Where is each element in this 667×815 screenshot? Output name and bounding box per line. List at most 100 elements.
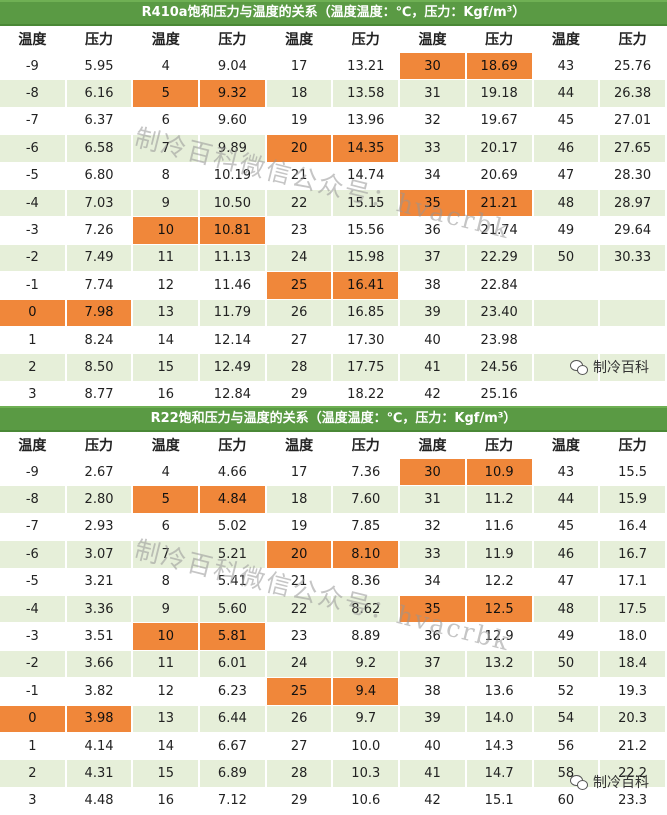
pressure-cell: 7.26 — [66, 217, 134, 245]
pressure-cell: 4.66 — [200, 459, 267, 487]
temperature-cell: -1 — [0, 678, 67, 706]
temperature-cell: 12 — [133, 272, 201, 300]
pressure-cell — [600, 272, 667, 300]
temperature-cell: 42 — [400, 787, 467, 815]
table-row: -7 6.37 6 9.60 19 13.96 32 19.67 45 27.01 — [0, 107, 667, 136]
table-row: -6 3.07 7 5.21 20 8.10 33 11.9 46 16.7 — [0, 541, 667, 569]
temperature-cell: 6 — [133, 513, 201, 542]
brand-label: 制冷百科 — [593, 360, 649, 376]
temperature-cell: 28 — [266, 354, 334, 382]
temperature-cell: -7 — [0, 107, 67, 136]
pressure-cell: 13.96 — [333, 107, 401, 136]
pressure-cell: 20.3 — [600, 705, 667, 733]
temperature-cell: 10 — [133, 217, 201, 245]
pressure-cell: 7.03 — [66, 189, 134, 218]
temperature-cell: 13 — [133, 705, 201, 733]
pressure-cell: 7.98 — [66, 299, 134, 327]
pressure-cell: 24.56 — [466, 354, 534, 382]
pressure-cell: 2.80 — [66, 486, 134, 514]
table-row: -9 2.67 4 4.66 17 7.36 30 10.9 43 15.5 — [0, 459, 667, 487]
pressure-cell: 16.41 — [333, 272, 401, 300]
temperature-cell: 24 — [266, 244, 334, 273]
table-row: 0 7.98 13 11.79 26 16.85 39 23.40 — [0, 299, 667, 327]
temperature-cell: 27 — [266, 732, 334, 761]
table-row: -3 7.26 10 10.81 23 15.56 36 21.74 49 29.64 — [0, 217, 667, 245]
r22-panel: R22饱和压力与温度的关系（温度温度：℃，压力：Kgf/m³） 温度 压力 温度 压力… — [0, 406, 667, 815]
table-row: -1 7.74 12 11.46 25 16.41 38 22.84 — [0, 272, 667, 300]
pressure-cell: 3.21 — [66, 568, 134, 596]
temperature-cell: 25 — [266, 272, 334, 300]
pressure-cell: 10.50 — [200, 189, 267, 218]
temperature-cell — [533, 326, 601, 355]
pressure-cell: 30.33 — [600, 244, 667, 273]
table-row: 2 4.31 15 6.89 28 10.3 41 14.7 58 22.2 — [0, 760, 667, 788]
pressure-cell: 14.7 — [466, 760, 534, 788]
temperature-cell: 25 — [266, 678, 334, 706]
pressure-cell: 11.9 — [466, 541, 534, 569]
table-row: -2 3.66 11 6.01 24 9.2 37 13.2 50 18.4 — [0, 650, 667, 679]
temperature-cell: 7 — [133, 541, 201, 569]
pressure-cell: 6.37 — [66, 107, 134, 136]
table-row: 2 8.50 15 12.49 28 17.75 41 24.56 — [0, 354, 667, 382]
pressure-cell: 19.67 — [466, 107, 534, 136]
pressure-cell: 7.74 — [66, 272, 134, 300]
pressure-cell: 8.77 — [66, 381, 134, 410]
temperature-cell: 33 — [400, 135, 467, 163]
pressure-cell: 5.02 — [200, 513, 267, 542]
temperature-cell: 52 — [533, 678, 601, 706]
pressure-cell: 6.58 — [66, 135, 134, 163]
temperature-cell: 20 — [266, 135, 334, 163]
temperature-cell: 18 — [266, 80, 334, 108]
temperature-cell: 8 — [133, 162, 201, 190]
temperature-cell: -4 — [0, 189, 67, 218]
pressure-cell: 3.98 — [66, 705, 134, 733]
pressure-cell: 5.41 — [200, 568, 267, 596]
temperature-cell: 23 — [266, 623, 334, 651]
header-temperature: 温度 — [400, 432, 467, 459]
pressure-cell: 27.01 — [600, 107, 667, 136]
pressure-cell: 17.1 — [600, 568, 667, 596]
pressure-cell: 19.3 — [600, 678, 667, 706]
pressure-cell: 11.79 — [200, 299, 267, 327]
temperature-cell: -2 — [0, 244, 67, 273]
pressure-cell: 17.75 — [333, 354, 401, 382]
wechat-icon — [570, 775, 588, 790]
pressure-cell: 6.80 — [66, 162, 134, 190]
pressure-cell: 18.22 — [333, 381, 401, 410]
temperature-cell: 38 — [400, 272, 467, 300]
temperature-cell: 54 — [533, 705, 601, 733]
temperature-cell — [533, 299, 601, 327]
pressure-cell: 29.64 — [600, 217, 667, 245]
pressure-cell: 6.23 — [200, 678, 267, 706]
temperature-cell: 50 — [533, 244, 601, 273]
pressure-cell: 25.16 — [466, 381, 534, 410]
temperature-cell: 37 — [400, 244, 467, 273]
pressure-cell: 4.31 — [66, 760, 134, 788]
temperature-cell: 13 — [133, 299, 201, 327]
pressure-cell: 11.13 — [200, 244, 267, 273]
pressure-cell: 14.3 — [466, 732, 534, 761]
pressure-cell: 11.46 — [200, 272, 267, 300]
pressure-cell: 18.0 — [600, 623, 667, 651]
temperature-cell: 32 — [400, 107, 467, 136]
header-row: 温度 压力 温度 压力 温度 压力 温度 压力 温度 压力 — [0, 432, 667, 459]
temperature-cell: 58 — [533, 760, 601, 788]
r410a-panel: R410a饱和压力与温度的关系（温度温度：℃，压力：Kgf/m³） 温度 压力 温度… — [0, 0, 667, 410]
temperature-cell: 14 — [133, 326, 201, 355]
brand-logo: 制冷百科 — [570, 357, 649, 377]
pressure-cell: 6.44 — [200, 705, 267, 733]
temperature-cell: 3 — [0, 787, 67, 815]
pressure-cell: 9.60 — [200, 107, 267, 136]
temperature-cell: 16 — [133, 787, 201, 815]
table-row: -4 7.03 9 10.50 22 15.15 35 21.21 48 28.97 — [0, 189, 667, 218]
table-row: -8 6.16 5 9.32 18 13.58 31 19.18 44 26.38 — [0, 80, 667, 108]
temperature-cell: -1 — [0, 272, 67, 300]
header-pressure: 压力 — [600, 432, 667, 459]
pressure-cell: 9.2 — [333, 650, 401, 679]
temperature-cell: 22 — [266, 595, 334, 624]
brand-logo: 制冷百科 — [570, 772, 649, 792]
pressure-cell: 9.04 — [200, 53, 267, 81]
temperature-cell: 11 — [133, 650, 201, 679]
temperature-cell: 0 — [0, 705, 67, 733]
table-row: 3 4.48 16 7.12 29 10.6 42 15.1 60 23.3 — [0, 787, 667, 815]
